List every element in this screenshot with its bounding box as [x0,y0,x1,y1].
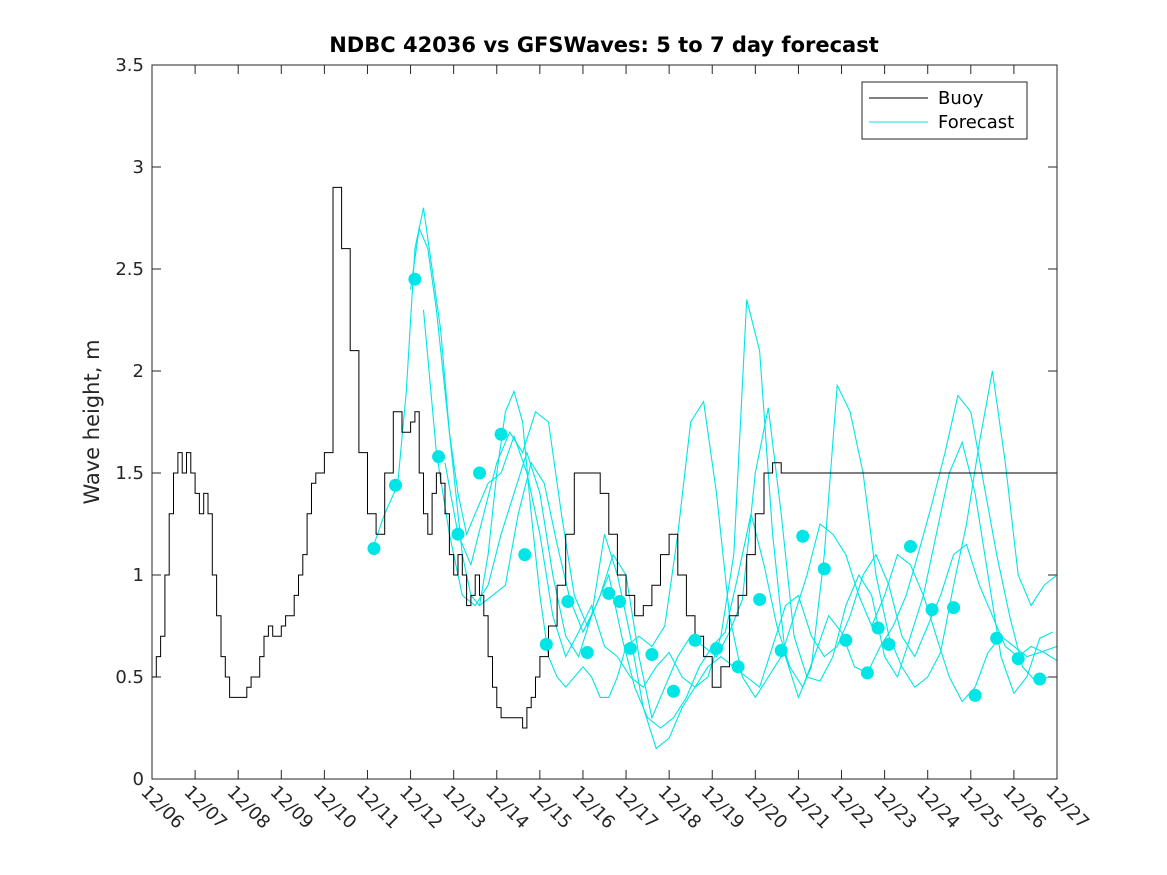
forecast-point [613,595,627,609]
forecast-line [422,299,1058,750]
forecast-point [753,592,767,606]
forecast-point [860,666,874,680]
forecast-line [479,394,1049,729]
forecast-point [925,603,939,617]
forecast-point [903,539,917,553]
forecast-point [1033,672,1047,686]
forecast-point [839,633,853,647]
forecast-point [432,450,446,464]
forecast-point [688,633,702,647]
forecast-point [518,548,532,562]
forecast-point [774,643,788,657]
y-axis-label: Wave height, m [80,339,104,504]
forecast-point [451,527,465,541]
y-tick-label: 2.5 [115,259,144,280]
y-tick-label: 3 [133,157,144,178]
forecast-point [539,637,553,651]
buoy-line [152,186,1057,729]
chart-title: NDBC 42036 vs GFSWaves: 5 to 7 day forec… [329,33,879,57]
forecast-point [623,641,637,655]
forecast-point [882,637,896,651]
legend-buoy-label: Buoy [938,88,984,109]
forecast-point [968,688,982,702]
forecast-markers [367,272,1047,702]
forecast-point [580,646,594,660]
y-tick-label: 2 [133,361,144,382]
forecast-point [666,684,680,698]
forecast-point [561,595,575,609]
legend-box [861,81,1028,140]
forecast-point [602,586,616,600]
y-tick-label: 3.5 [115,55,144,76]
forecast-point [990,631,1004,645]
y-tick-labels: 0 0.5 1 1.5 2 2.5 3 3.5 [115,55,144,790]
y-tick-label: 1 [133,565,144,586]
forecast-point [947,601,961,615]
y-tick-label: 0 [133,769,144,790]
forecast-point [731,660,745,674]
forecast-point [871,621,885,635]
forecast-point [388,478,402,492]
forecast-point [473,466,487,480]
forecast-point [710,641,724,655]
forecast-line [444,407,1053,720]
forecast-point [494,427,508,441]
y-tick-label: 1.5 [115,463,144,484]
forecast-point [1011,652,1025,666]
plot-area [151,64,1058,780]
legend: Buoy Forecast [861,81,1028,140]
forecast-point [408,272,422,286]
legend-forecast-label: Forecast [938,112,1014,133]
y-tick-label: 0.5 [115,667,144,688]
forecast-point [796,529,810,543]
forecast-point [817,562,831,576]
forecast-point [367,541,381,555]
forecast-point [645,648,659,662]
buoy-series [152,186,1057,729]
